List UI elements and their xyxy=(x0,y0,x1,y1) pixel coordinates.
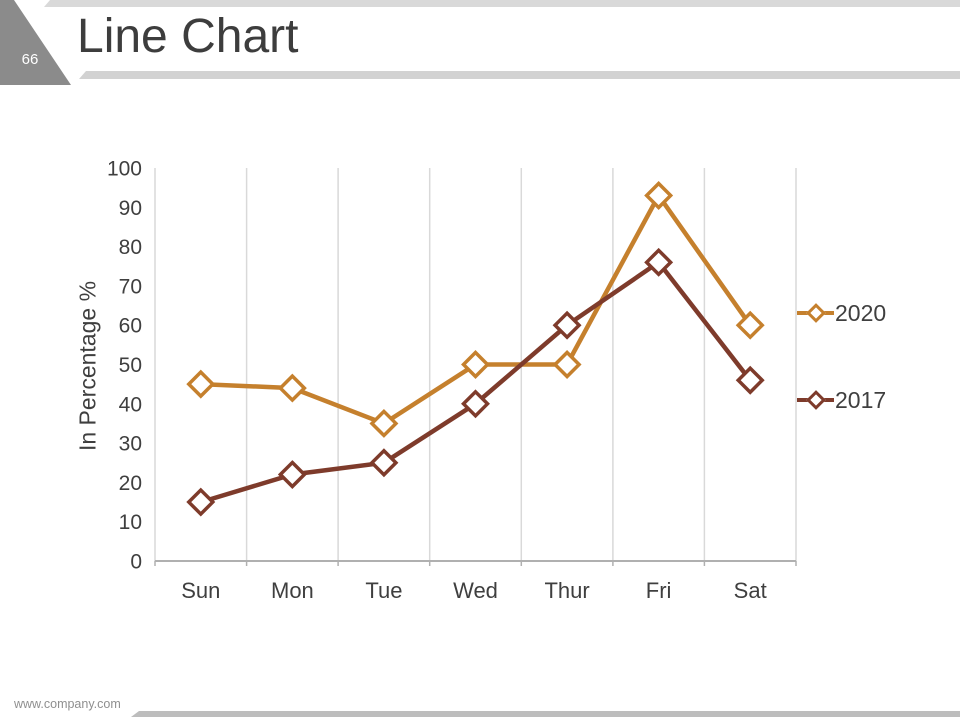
data-point-marker xyxy=(369,448,399,478)
legend-label: 2020 xyxy=(835,300,887,326)
legend-label: 2017 xyxy=(835,387,887,413)
data-point-marker xyxy=(644,181,674,210)
slide-title: Line Chart xyxy=(77,10,299,63)
page-number: 66 xyxy=(21,51,39,68)
series-2020 xyxy=(186,181,765,438)
legend-line-diamond-icon xyxy=(797,390,834,410)
svg-text:0: 0 xyxy=(130,551,142,574)
header-accent-strip xyxy=(44,0,960,7)
svg-text:20: 20 xyxy=(119,472,142,495)
svg-text:70: 70 xyxy=(119,275,142,298)
legend-item-2020: 2020 xyxy=(797,299,886,327)
svg-text:80: 80 xyxy=(119,236,142,259)
data-point-marker xyxy=(369,408,399,438)
y-tick-labels: 0 10 20 30 40 50 60 70 80 90 100 xyxy=(107,158,142,574)
x-tick-labels: Sun Mon Tue Wed Thur Fri Sat xyxy=(181,578,766,603)
legend-line-diamond-icon xyxy=(797,303,834,323)
data-point-marker xyxy=(186,369,216,399)
footer-accent-bar xyxy=(131,711,960,717)
svg-text:50: 50 xyxy=(119,354,142,377)
series-2017 xyxy=(186,247,765,517)
svg-text:Tue: Tue xyxy=(365,578,402,603)
data-point-marker xyxy=(735,365,765,395)
chart-legend: 2020 2017 xyxy=(797,299,886,414)
svg-text:90: 90 xyxy=(119,197,142,220)
svg-text:Thur: Thur xyxy=(544,578,589,603)
svg-text:40: 40 xyxy=(119,393,142,416)
data-point-marker xyxy=(277,373,307,403)
svg-text:30: 30 xyxy=(119,433,142,456)
data-point-marker xyxy=(186,487,216,517)
y-axis-title: In Percentage % xyxy=(74,280,101,452)
data-point-marker xyxy=(461,350,490,379)
data-point-marker xyxy=(552,350,582,379)
data-point-marker xyxy=(735,310,765,340)
title-underline-strip xyxy=(79,71,960,79)
svg-text:Sun: Sun xyxy=(181,578,220,603)
data-point-marker xyxy=(277,460,307,490)
svg-text:Fri: Fri xyxy=(646,578,672,603)
x-axis xyxy=(154,560,797,566)
data-point-marker xyxy=(644,247,674,277)
data-point-marker xyxy=(552,310,582,340)
svg-text:Mon: Mon xyxy=(271,578,314,603)
svg-text:100: 100 xyxy=(107,158,142,181)
svg-text:10: 10 xyxy=(119,511,142,534)
data-point-marker xyxy=(461,389,490,419)
footer-url: www.company.com xyxy=(14,697,121,711)
legend-item-2017: 2017 xyxy=(797,386,886,414)
svg-text:Wed: Wed xyxy=(453,578,498,603)
svg-text:60: 60 xyxy=(119,315,142,338)
svg-text:Sat: Sat xyxy=(734,578,767,603)
